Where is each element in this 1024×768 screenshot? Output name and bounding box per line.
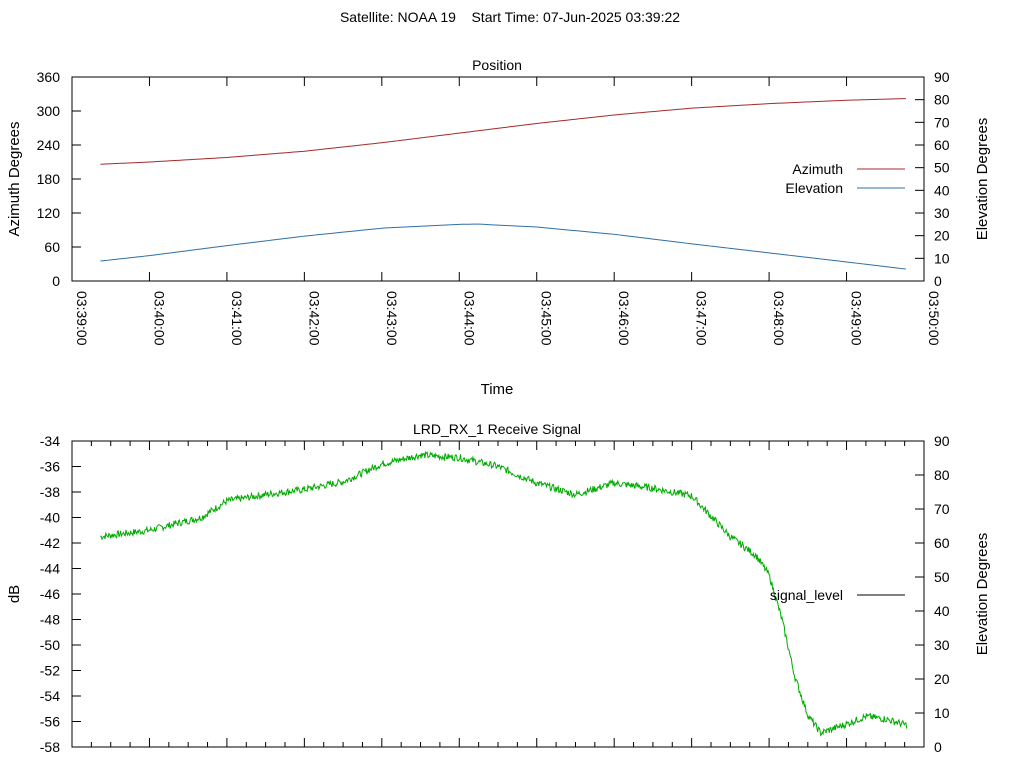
position-chart: Position 03:39:00 03:40:00 03:41:00 03:42:0… xyxy=(6,57,991,398)
y-tick-label-300: 300 xyxy=(37,103,61,119)
y2-tick-label-20: 20 xyxy=(934,228,950,244)
signal-y2-ticks: 0 10 20 30 40 50 60 70 80 90 xyxy=(915,433,950,755)
legend-azimuth-label: Azimuth xyxy=(792,161,843,177)
y2-tick-label-40: 40 xyxy=(934,182,950,198)
y2-tick-label-30: 30 xyxy=(934,205,950,221)
figure-title: Satellite: NOAA 19 Start Time: 07-Jun-20… xyxy=(340,9,680,25)
x-tick-label-03-45-00: 03:45:00 xyxy=(539,291,555,346)
y-tick-label-34: -34 xyxy=(40,433,60,449)
x-tick-label-03-50-00: 03:50:00 xyxy=(926,291,942,346)
x-tick-label-03-41-00: 03:41:00 xyxy=(229,291,245,346)
x-tick-label-03-48-00: 03:48:00 xyxy=(771,291,787,346)
position-y2-axis-title: Elevation Degrees xyxy=(974,118,991,241)
position-chart-title: Position xyxy=(472,57,522,73)
y-tick-label-38: -38 xyxy=(40,484,60,500)
y2-tick-label-0: 0 xyxy=(934,739,942,755)
position-legend: Azimuth Elevation xyxy=(785,161,905,196)
signal-y-ticks: -58 -56 -54 -52 -50 -48 -46 -44 -42 -40 -38 -36 -34 xyxy=(40,433,81,755)
y2-tick-label-70: 70 xyxy=(934,501,950,517)
y2-tick-label-80: 80 xyxy=(934,467,950,483)
y2-tick-label-80: 80 xyxy=(934,92,950,108)
x-tick-label-03-44-00: 03:44:00 xyxy=(461,291,477,346)
y2-tick-label-10: 10 xyxy=(934,705,950,721)
x-tick-label-03-49-00: 03:49:00 xyxy=(849,291,865,346)
y2-tick-label-60: 60 xyxy=(934,137,950,153)
y-tick-label-44: -44 xyxy=(40,561,60,577)
y-tick-label-120: 120 xyxy=(37,205,61,221)
signal-chart: LRD_RX_1 Receive Signal -58-56-54-52-50-… xyxy=(6,421,991,755)
position-y-ticks: 0 60 120 180 240 300 360 xyxy=(37,69,81,289)
y-tick-label-50: -50 xyxy=(40,637,60,653)
position-y-axis-title: Azimuth Degrees xyxy=(6,121,23,236)
y-tick-label-40: -40 xyxy=(40,510,60,526)
x-tick-label-03-42-00: 03:42:00 xyxy=(306,291,322,346)
signal-level-series-line xyxy=(100,450,908,737)
y-tick-label-52: -52 xyxy=(40,663,60,679)
legend-signal-level-label: signal_level xyxy=(770,587,843,603)
y-tick-label-54: -54 xyxy=(40,688,60,704)
signal-legend: signal_level xyxy=(770,587,905,603)
position-plot-frame xyxy=(71,76,925,282)
y-tick-label-56: -56 xyxy=(40,714,60,730)
y-tick-label-60: 60 xyxy=(44,239,60,255)
position-y2-ticks: 0 10 20 30 40 50 60 70 80 90 xyxy=(915,69,950,289)
legend-elevation-label: Elevation xyxy=(785,180,843,196)
elevation-series-line xyxy=(100,223,906,270)
azimuth-series-line xyxy=(100,98,906,165)
y2-tick-label-40: 40 xyxy=(934,603,950,619)
signal-x-ticks xyxy=(71,441,925,747)
y2-tick-label-20: 20 xyxy=(934,671,950,687)
y-tick-label-36: -36 xyxy=(40,459,60,475)
y-tick-label-240: 240 xyxy=(37,137,61,153)
y-tick-label-42: -42 xyxy=(40,535,60,551)
y2-tick-label-90: 90 xyxy=(934,433,950,449)
y2-tick-label-70: 70 xyxy=(934,114,950,130)
x-tick-label-03-39-00: 03:39:00 xyxy=(74,291,90,346)
position-x-ticks: 03:39:00 03:40:00 03:41:00 03:42:00 03:43:00… xyxy=(71,77,942,346)
y2-tick-label-50: 50 xyxy=(934,569,950,585)
y2-tick-label-90: 90 xyxy=(934,69,950,85)
x-tick-label-03-47-00: 03:47:00 xyxy=(694,291,710,346)
y2-tick-label-50: 50 xyxy=(934,160,950,176)
x-tick-label-03-43-00: 03:43:00 xyxy=(384,291,400,346)
y2-tick-label-0: 0 xyxy=(934,273,942,289)
y-tick-label-0: 0 xyxy=(52,273,60,289)
x-tick-label-03-40-00: 03:40:00 xyxy=(151,291,167,346)
y-tick-label-58: -58 xyxy=(40,739,60,755)
y-tick-label-360: 360 xyxy=(37,69,61,85)
y2-tick-label-10: 10 xyxy=(934,250,950,266)
position-x-axis-title: Time xyxy=(481,381,514,398)
y-tick-label-46: -46 xyxy=(40,586,60,602)
signal-y-axis-title: dB xyxy=(6,585,23,603)
y2-tick-label-30: 30 xyxy=(934,637,950,653)
y-tick-label-180: 180 xyxy=(37,171,61,187)
signal-chart-title: LRD_RX_1 Receive Signal xyxy=(413,421,581,437)
y2-tick-label-60: 60 xyxy=(934,535,950,551)
signal-y2-axis-title: Elevation Degrees xyxy=(974,533,991,656)
y-tick-label-48: -48 xyxy=(40,612,60,628)
x-tick-label-03-46-00: 03:46:00 xyxy=(616,291,632,346)
